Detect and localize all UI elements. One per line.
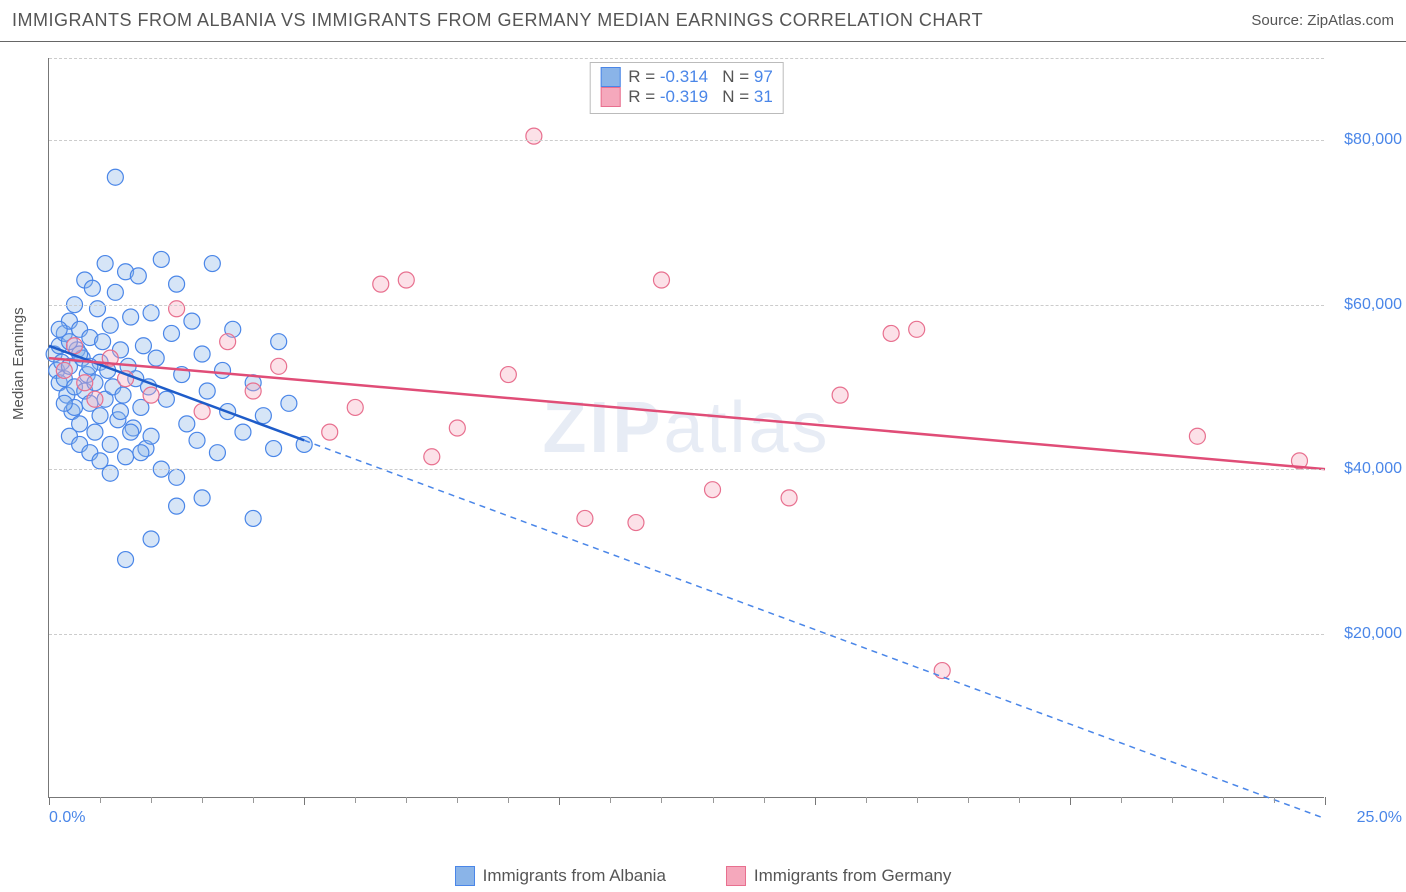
legend-swatch [726,866,746,886]
x-min-label: 0.0% [49,809,85,827]
legend-series-item: Immigrants from Albania [455,866,666,886]
y-tick-label: $60,000 [1344,296,1402,314]
source-label: Source: ZipAtlas.com [1251,12,1394,29]
legend-series: Immigrants from Albania Immigrants from G… [0,866,1406,886]
plot-svg [49,58,1324,797]
y-tick-label: $40,000 [1344,460,1402,478]
legend-correlation: R = -0.314 N = 97R = -0.319 N = 31 [589,62,784,114]
y-axis-label: Median Earnings [10,307,27,420]
legend-series-item: Immigrants from Germany [726,866,951,886]
legend-correlation-row: R = -0.319 N = 31 [600,87,773,107]
x-max-label: 25.0% [1357,809,1402,827]
y-tick-label: $20,000 [1344,625,1402,643]
legend-correlation-row: R = -0.314 N = 97 [600,67,773,87]
legend-swatch [600,67,620,87]
y-tick-label: $80,000 [1344,131,1402,149]
plot-area: ZIPatlas R = -0.314 N = 97R = -0.319 N =… [48,58,1324,798]
legend-series-label: Immigrants from Albania [483,866,666,886]
source-name: ZipAtlas.com [1307,12,1394,29]
legend-series-label: Immigrants from Germany [754,866,951,886]
source-prefix: Source: [1251,12,1307,29]
legend-swatch [455,866,475,886]
legend-swatch [600,87,620,107]
chart-title: IMMIGRANTS FROM ALBANIA VS IMMIGRANTS FR… [12,10,983,31]
header: IMMIGRANTS FROM ALBANIA VS IMMIGRANTS FR… [0,0,1406,42]
